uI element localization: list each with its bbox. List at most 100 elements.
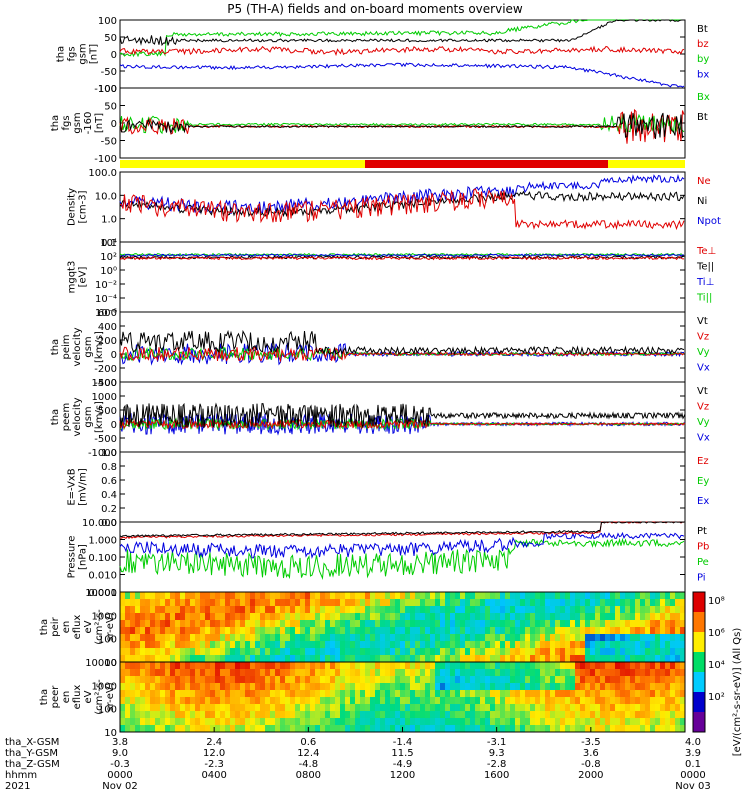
ion-spectrogram-cell	[325, 620, 330, 627]
ele-spectrogram-cell	[315, 718, 320, 725]
ion-spectrogram-cell	[540, 592, 545, 599]
ion-spectrogram-cell	[625, 634, 630, 641]
ele-spectrogram-cell	[315, 697, 320, 704]
ion-spectrogram-cell	[455, 648, 460, 655]
ele-spectrogram-cell	[450, 711, 455, 718]
ion-spectrogram-cell	[330, 634, 335, 641]
ion-spectrogram-cell	[610, 627, 615, 634]
ion-spectrogram-cell	[330, 627, 335, 634]
ion-spectrogram-cell	[125, 648, 130, 655]
ele-spectrogram-cell	[675, 662, 680, 669]
ion-spectrogram-cell	[250, 613, 255, 620]
footer-row-label: tha_X-GSM	[5, 737, 59, 748]
ion-spectrogram-cell	[490, 634, 495, 641]
ele-spectrogram-cell	[655, 725, 660, 732]
ion-spectrogram-cell	[670, 613, 675, 620]
electron_velocity-ytick-label: 0	[111, 420, 117, 431]
ion-spectrogram-cell	[500, 655, 505, 662]
ion-spectrogram-cell	[180, 613, 185, 620]
ele-spectrogram-cell	[435, 725, 440, 732]
ele-spectrogram-cell	[530, 662, 535, 669]
ion-spectrogram-cell	[125, 606, 130, 613]
ion-spectrogram-cell	[165, 641, 170, 648]
ion-spectrogram-cell	[435, 648, 440, 655]
ion-spectrogram-cell	[645, 627, 650, 634]
ion-spectrogram-cell	[600, 627, 605, 634]
ele-spectrogram-cell	[445, 690, 450, 697]
ion-spectrogram-cell	[545, 606, 550, 613]
ele-spectrogram-cell	[135, 704, 140, 711]
ele-spectrogram-cell	[220, 669, 225, 676]
ele-spectrogram-cell	[235, 669, 240, 676]
ele-spectrogram-cell	[295, 690, 300, 697]
ele-spectrogram-cell	[150, 725, 155, 732]
ele-spectrogram-cell	[585, 662, 590, 669]
ion-spectrogram-cell	[210, 634, 215, 641]
density-ylabel: Density[cm-3]	[67, 188, 89, 226]
ion-spectrogram-cell	[545, 634, 550, 641]
ele-spectrogram-cell	[365, 711, 370, 718]
ele-spectrogram-cell	[365, 725, 370, 732]
ion-spectrogram-cell	[275, 648, 280, 655]
temperature-ytick-label: 10⁻⁶	[95, 308, 117, 319]
ion-spectrogram-cell	[450, 613, 455, 620]
ion-spectrogram-cell	[240, 620, 245, 627]
ele-spectrogram-cell	[450, 704, 455, 711]
ele-spectrogram-cell	[130, 676, 135, 683]
ele-spectrogram-cell	[230, 690, 235, 697]
ion-spectrogram-cell	[395, 655, 400, 662]
ion-spectrogram-cell	[335, 620, 340, 627]
ele-spectrogram-cell	[650, 697, 655, 704]
ion-spectrogram-cell	[215, 613, 220, 620]
ion-spectrogram-cell	[335, 634, 340, 641]
ele-spectrogram-cell	[330, 662, 335, 669]
ele-spectrogram-cell	[465, 711, 470, 718]
ele-spectrogram-cell	[620, 718, 625, 725]
ion-spectrogram-cell	[655, 627, 660, 634]
ele-spectrogram-cell	[560, 711, 565, 718]
ele-spectrogram-cell	[540, 683, 545, 690]
ion-spectrogram-cell	[590, 599, 595, 606]
ion-spectrogram-cell	[210, 613, 215, 620]
ion-spectrogram-cell	[365, 606, 370, 613]
ion-spectrogram-cell	[435, 592, 440, 599]
ele-spectrogram-cell	[235, 676, 240, 683]
ion-spectrogram-cell	[670, 655, 675, 662]
ele-spectrogram-cell	[385, 683, 390, 690]
ele-spectrogram-cell	[290, 676, 295, 683]
electron_spectrogram-ytick-label: 10	[104, 728, 117, 739]
ele-spectrogram-cell	[400, 711, 405, 718]
ele-spectrogram-cell	[300, 725, 305, 732]
ion-spectrogram-cell	[575, 627, 580, 634]
ele-spectrogram-cell	[510, 697, 515, 704]
ele-spectrogram-cell	[655, 718, 660, 725]
ele-spectrogram-cell	[515, 711, 520, 718]
ion-spectrogram-cell	[305, 648, 310, 655]
density-legend-Ne: Ne	[697, 176, 711, 187]
ion-spectrogram-cell	[155, 599, 160, 606]
ion-spectrogram-cell	[265, 606, 270, 613]
ele-spectrogram-cell	[185, 711, 190, 718]
ele-spectrogram-cell	[130, 690, 135, 697]
ion-spectrogram-cell	[385, 599, 390, 606]
ele-spectrogram-cell	[570, 662, 575, 669]
ivel-vt-line	[119, 329, 685, 356]
ele-spectrogram-cell	[390, 704, 395, 711]
ele-spectrogram-cell	[320, 718, 325, 725]
ion-spectrogram-cell	[585, 655, 590, 662]
ele-spectrogram-cell	[220, 697, 225, 704]
ele-spectrogram-cell	[485, 697, 490, 704]
ele-spectrogram-cell	[665, 725, 670, 732]
ele-spectrogram-cell	[440, 697, 445, 704]
ion-spectrogram-cell	[215, 592, 220, 599]
ion-spectrogram-cell	[575, 606, 580, 613]
ele-spectrogram-cell	[250, 683, 255, 690]
ion-spectrogram-cell	[165, 648, 170, 655]
ion-spectrogram-cell	[425, 655, 430, 662]
ele-spectrogram-cell	[270, 718, 275, 725]
ele-spectrogram-cell	[240, 725, 245, 732]
ele-spectrogram-cell	[330, 676, 335, 683]
ele-spectrogram-cell	[455, 669, 460, 676]
ele-spectrogram-cell	[460, 718, 465, 725]
ion-spectrogram-cell	[340, 627, 345, 634]
